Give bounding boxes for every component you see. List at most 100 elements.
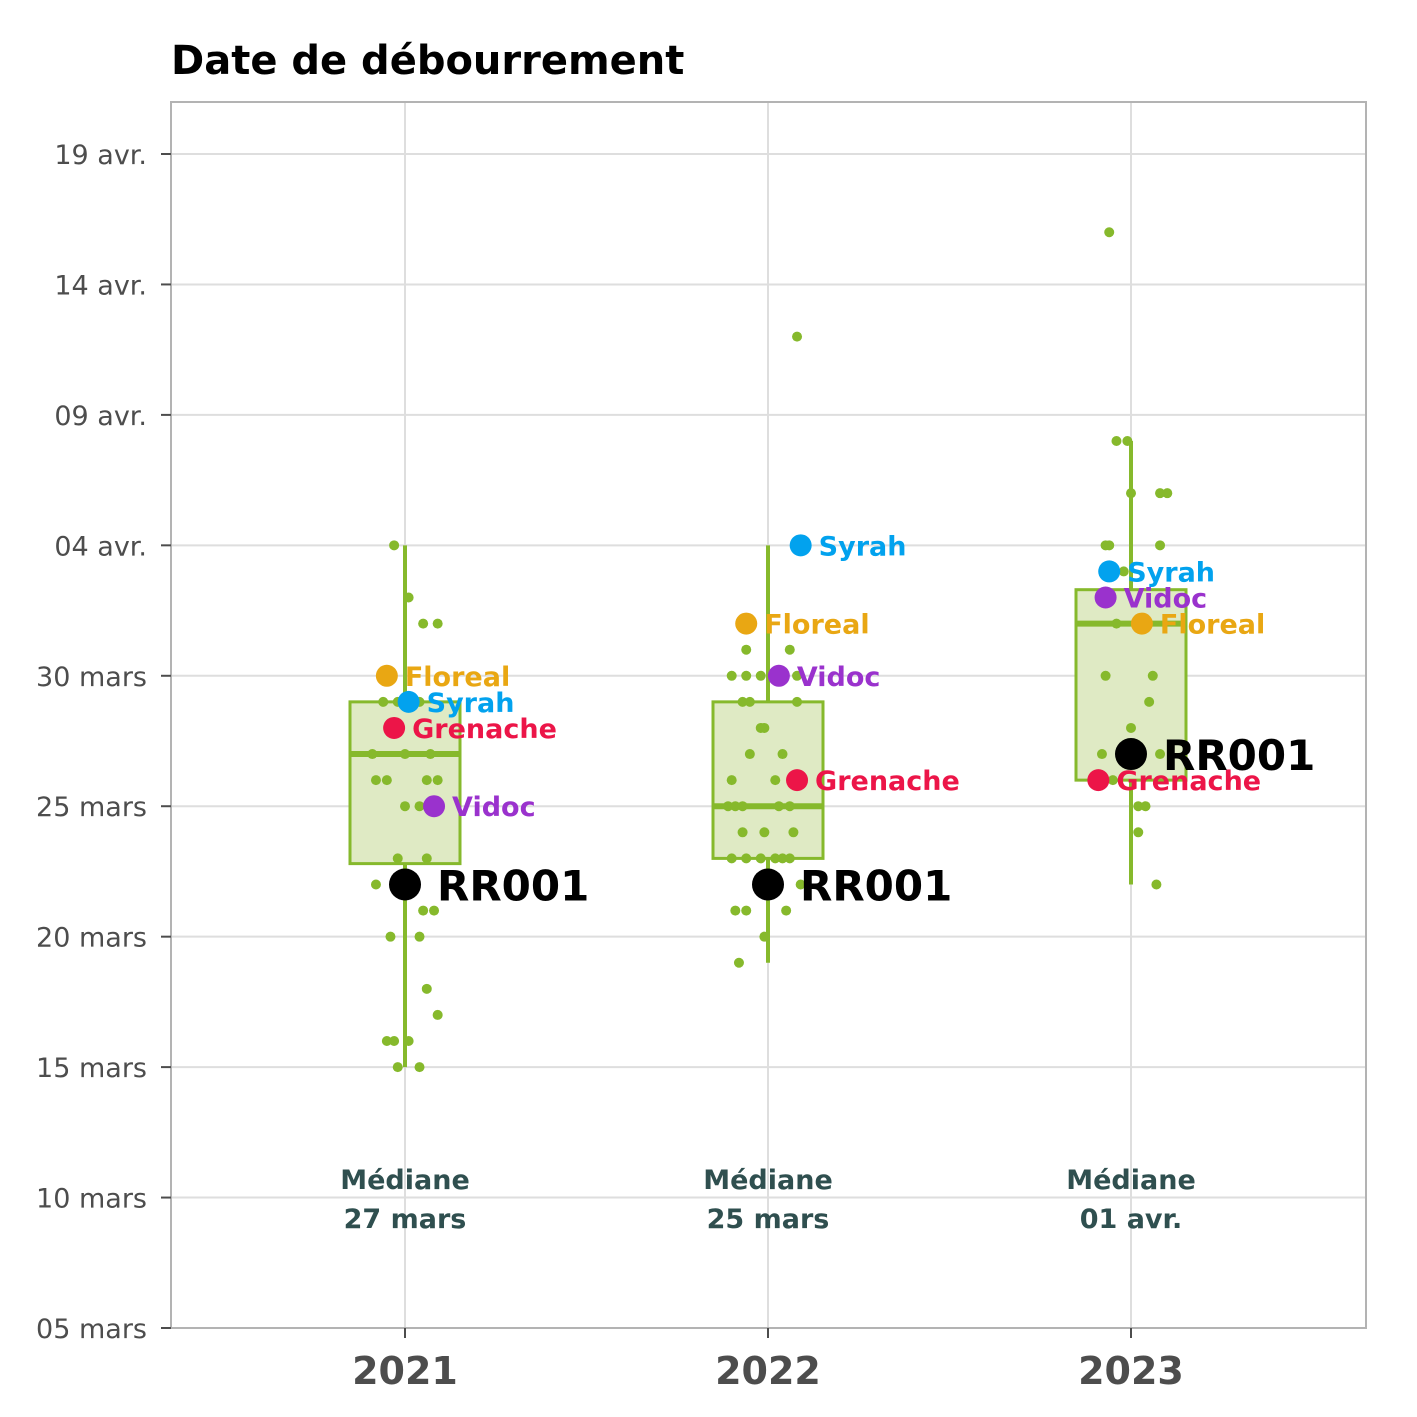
- data-point: [403, 592, 414, 603]
- data-point: [421, 853, 432, 864]
- data-point: [1126, 722, 1136, 733]
- highlight-point-syrah: [789, 534, 812, 557]
- data-point: [403, 1036, 414, 1047]
- data-point: [432, 618, 443, 629]
- data-point: [400, 801, 410, 812]
- highlight-label-floreal: Floreal: [764, 610, 869, 641]
- x-axis: 2021 2022 2023: [352, 1328, 1184, 1393]
- data-point: [414, 801, 425, 812]
- data-point: [378, 696, 389, 707]
- data-point: [1118, 566, 1129, 577]
- data-point: [1111, 618, 1122, 629]
- reference-point: [1115, 738, 1147, 771]
- x-tick-label: 2021: [352, 1349, 458, 1393]
- data-point: [723, 801, 734, 812]
- data-point: [1140, 801, 1151, 812]
- data-point: [421, 775, 432, 786]
- data-point: [1104, 540, 1115, 551]
- data-point: [1162, 488, 1173, 499]
- data-point: [418, 618, 429, 629]
- data-point: [737, 801, 748, 812]
- data-point: [400, 749, 410, 760]
- highlight-label-syrah: Syrah: [427, 688, 515, 719]
- data-point: [737, 827, 748, 838]
- data-point: [370, 775, 381, 786]
- data-point: [784, 801, 795, 812]
- data-point: [755, 853, 766, 864]
- highlight-label-grenache: Grenache: [1116, 766, 1261, 797]
- data-point: [1111, 435, 1122, 446]
- highlight-point-floreal: [375, 664, 398, 687]
- data-point: [784, 644, 795, 655]
- data-point: [741, 853, 752, 864]
- data-point: [1122, 435, 1133, 446]
- data-point: [381, 775, 392, 786]
- y-tick-label: 10 mars: [36, 1184, 147, 1215]
- highlight-point-grenache: [383, 716, 406, 739]
- data-point: [741, 905, 752, 916]
- data-point: [1155, 540, 1166, 551]
- highlight-label-grenache: Grenache: [412, 714, 557, 745]
- data-point: [741, 644, 752, 655]
- highlight-label-syrah: Syrah: [819, 531, 907, 562]
- median-annotation-title: Médiane: [1066, 1165, 1196, 1196]
- data-point: [759, 931, 770, 942]
- x-tick-label: 2023: [1078, 1349, 1184, 1393]
- highlight-label-floreal: Floreal: [1160, 610, 1265, 641]
- median-annotation-title: Médiane: [340, 1165, 470, 1196]
- data-point: [425, 749, 436, 760]
- data-point: [392, 853, 403, 864]
- data-point: [792, 670, 803, 681]
- data-point: [744, 749, 755, 760]
- data-point: [730, 801, 741, 812]
- data-point: [1126, 488, 1136, 499]
- data-point: [414, 1062, 425, 1073]
- y-tick-label: 05 mars: [36, 1314, 147, 1345]
- data-point: [755, 670, 766, 681]
- x-tick-label: 2022: [715, 1349, 821, 1393]
- highlight-point-vidoc: [1094, 586, 1117, 609]
- y-tick-label: 15 mars: [36, 1053, 147, 1084]
- data-point: [389, 540, 400, 551]
- y-tick-label: 30 mars: [36, 662, 147, 693]
- data-point: [759, 722, 770, 733]
- data-point: [1147, 670, 1158, 681]
- median-annotation-title: Médiane: [703, 1165, 833, 1196]
- reference-label: RR001: [800, 861, 952, 910]
- data-point: [1144, 696, 1155, 707]
- data-point: [418, 905, 429, 916]
- data-point: [770, 775, 781, 786]
- data-point: [432, 1009, 443, 1020]
- data-point: [1151, 879, 1162, 890]
- y-tick-label: 04 avr.: [54, 531, 147, 562]
- data-point: [367, 749, 378, 760]
- y-tick-label: 25 mars: [36, 792, 147, 823]
- data-point: [370, 879, 381, 890]
- data-point: [1155, 488, 1166, 499]
- highlight-label-syrah: Syrah: [1127, 557, 1215, 588]
- data-point: [788, 827, 799, 838]
- data-point: [1133, 827, 1144, 838]
- highlight-label-vidoc: Vidoc: [1124, 584, 1208, 615]
- reference-label: RR001: [437, 861, 589, 910]
- data-point: [741, 670, 752, 681]
- data-point: [777, 749, 788, 760]
- data-point: [733, 957, 744, 968]
- data-point: [429, 905, 440, 916]
- data-point: [792, 696, 803, 707]
- highlight-point-vidoc: [423, 795, 446, 818]
- highlight-point-vidoc: [767, 664, 790, 687]
- data-point: [1155, 749, 1166, 760]
- median-annotation-value: 01 avr.: [1080, 1204, 1183, 1235]
- data-point: [1133, 801, 1144, 812]
- data-point: [744, 696, 755, 707]
- data-point: [781, 905, 792, 916]
- chart-title: Date de débourrement: [171, 38, 684, 84]
- highlight-label-grenache: Grenache: [815, 766, 960, 797]
- highlight-point-floreal: [735, 612, 758, 635]
- data-point: [421, 983, 432, 994]
- reference-label: RR001: [1163, 731, 1315, 780]
- data-point: [414, 931, 425, 942]
